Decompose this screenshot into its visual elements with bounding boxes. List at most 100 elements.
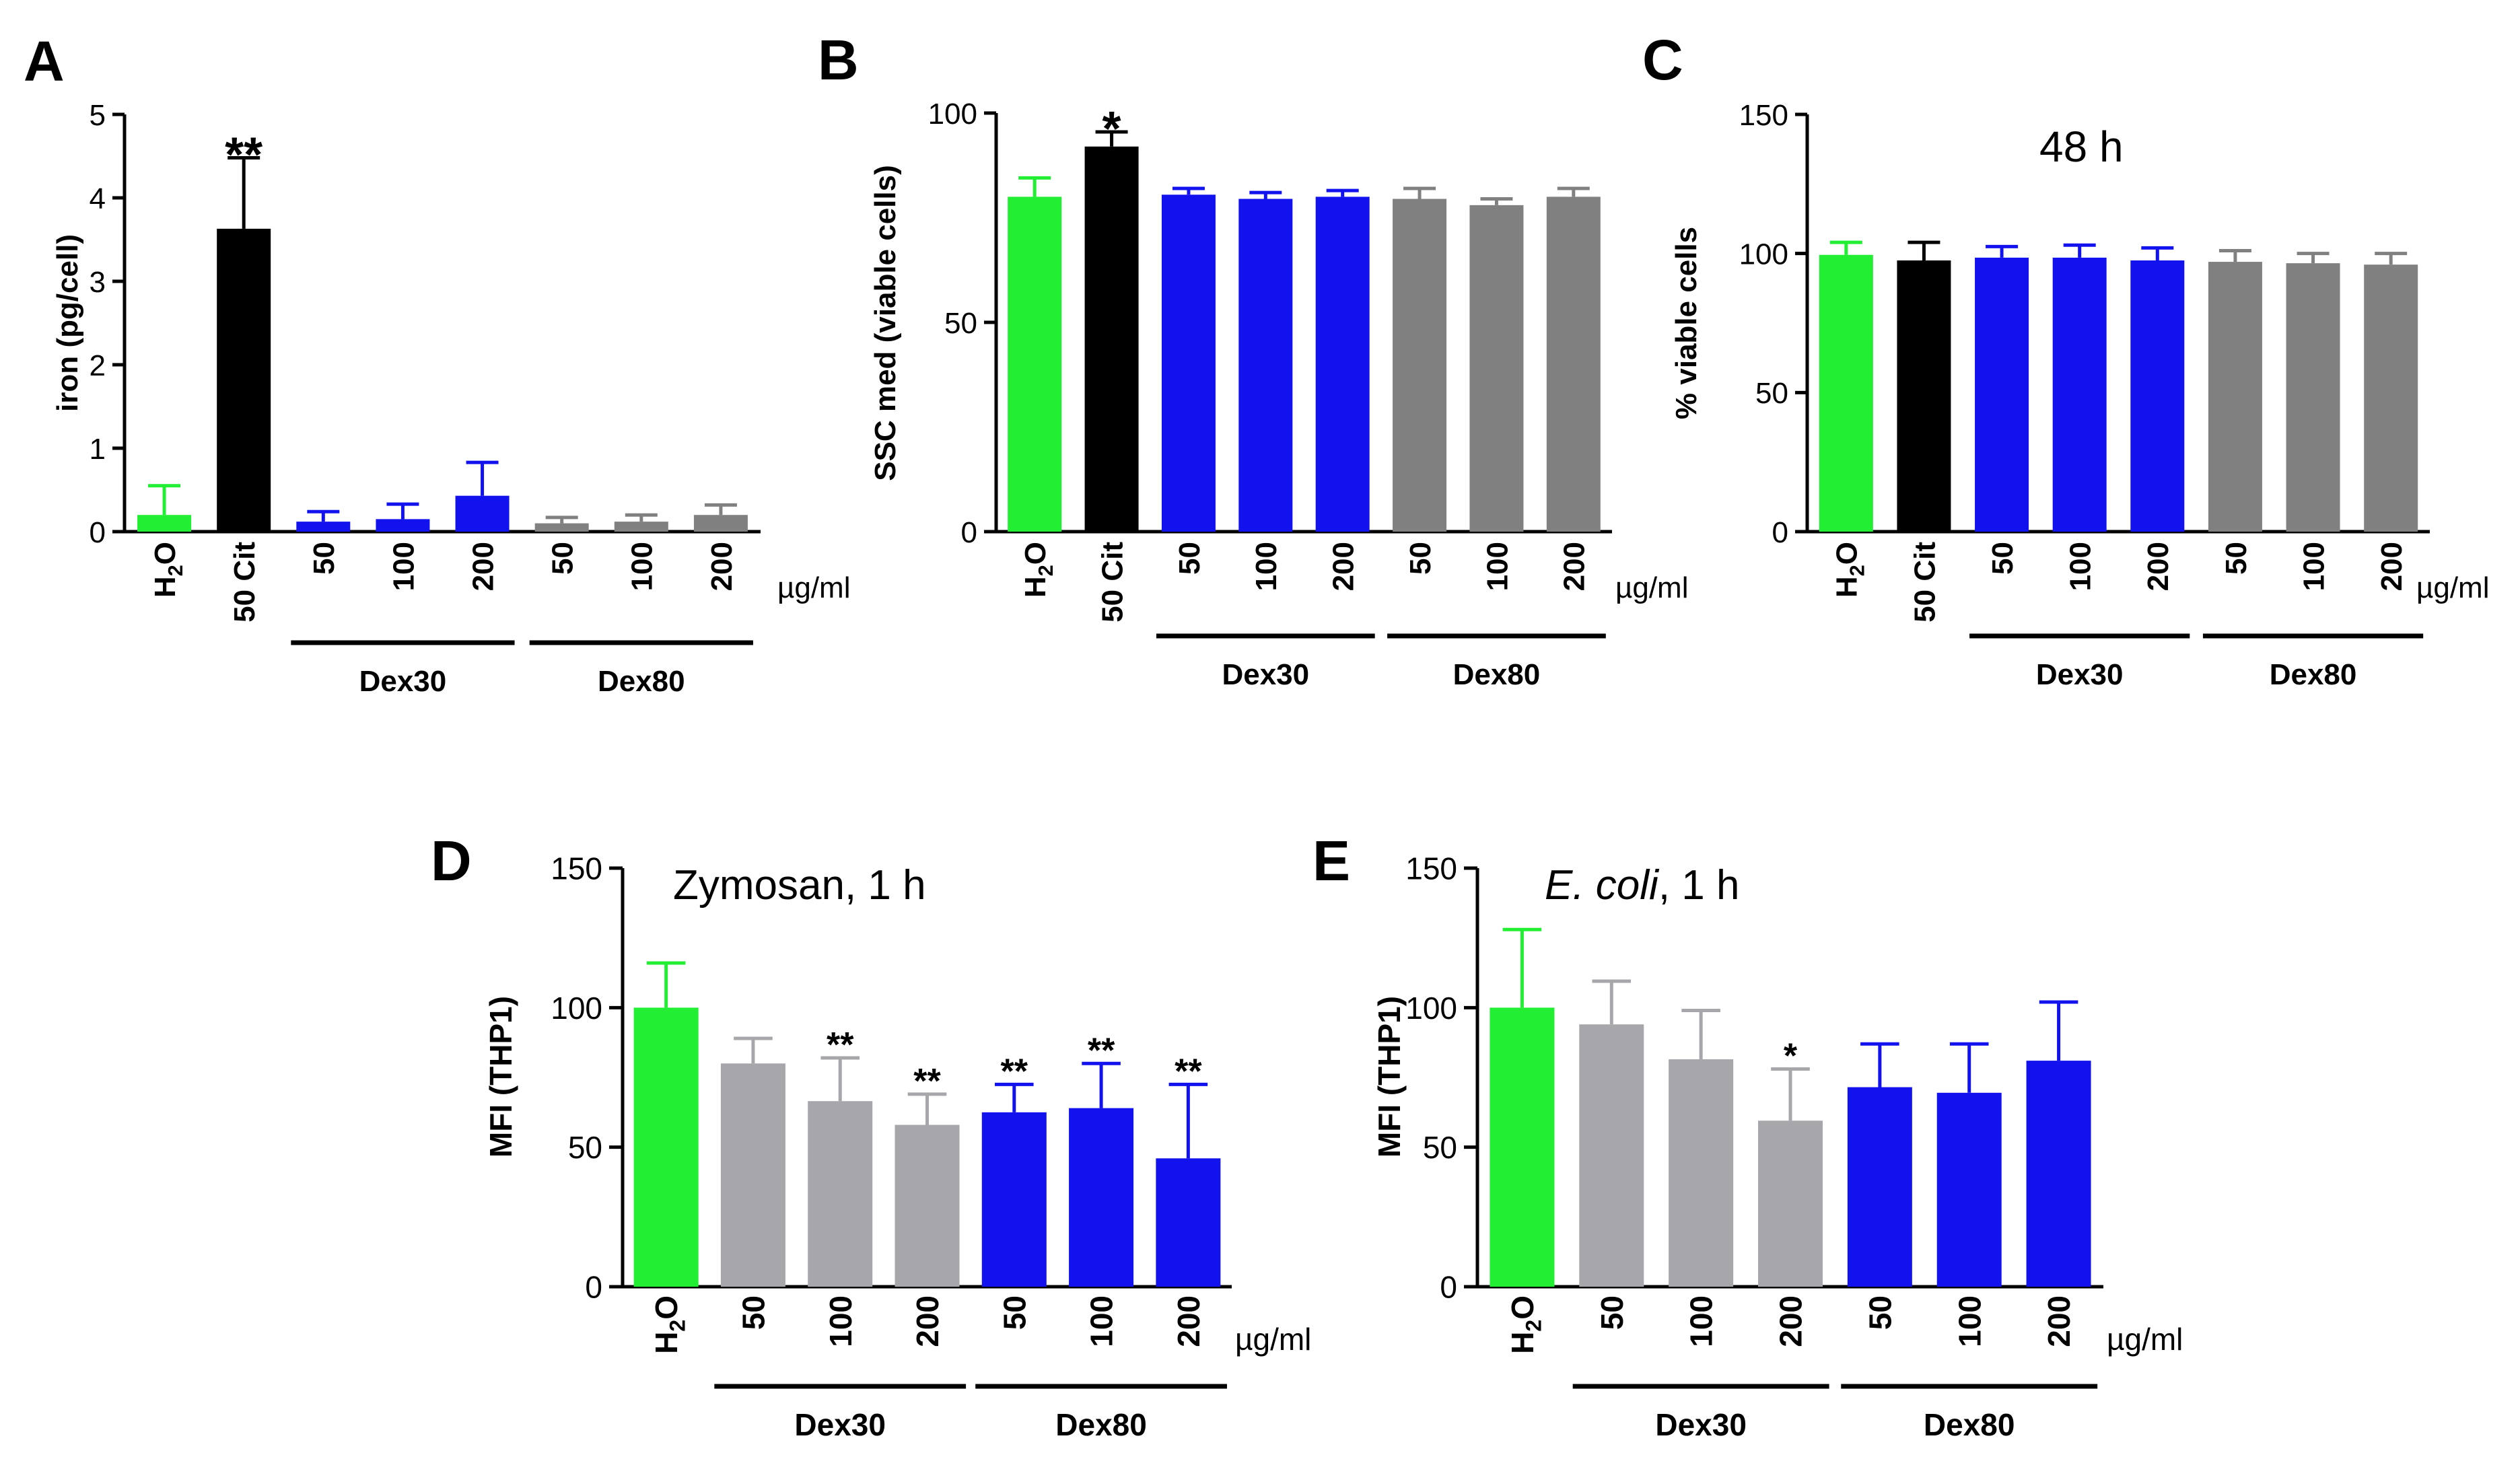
group-label: Dex80 <box>1055 1407 1147 1442</box>
bar <box>1897 260 1951 532</box>
x-tick-label: 100 <box>387 542 420 591</box>
x-tick-label: 50 <box>1595 1295 1630 1330</box>
x-tick-label: 200 <box>910 1295 945 1347</box>
x-tick-label-h: H <box>149 576 182 598</box>
y-tick-label: 0 <box>90 516 106 549</box>
bar <box>1069 1108 1134 1287</box>
x-tick-label: 100 <box>626 542 659 591</box>
group-label: Dex30 <box>1655 1407 1747 1442</box>
y-tick-label: 50 <box>944 307 977 340</box>
bar <box>1847 1087 1912 1287</box>
y-axis-label: iron (pg/cell) <box>51 234 84 412</box>
x-tick-label: 100 <box>823 1295 858 1347</box>
group-label: Dex30 <box>359 665 447 698</box>
chart-title: Zymosan, 1 h <box>673 862 926 909</box>
x-tick-label: 100 <box>1084 1295 1119 1347</box>
bar <box>1490 1007 1555 1287</box>
x-tick-label-sub: 2 <box>1846 565 1869 576</box>
x-tick-label: 200 <box>1774 1295 1809 1347</box>
bar <box>1936 1092 2002 1287</box>
bar <box>455 495 510 532</box>
x-tick-label: 200 <box>1327 542 1360 591</box>
y-tick-label: 0 <box>1772 516 1788 549</box>
x-tick-label: 50 Cit <box>1096 542 1129 622</box>
bar <box>1579 1024 1644 1287</box>
x-tick-label-h: H <box>1019 576 1052 598</box>
x-tick-label: H2O <box>1505 1295 1546 1354</box>
x-tick-label: 200 <box>466 542 499 591</box>
significance-mark: ** <box>1001 1052 1028 1091</box>
group-label: Dex30 <box>794 1407 886 1442</box>
bar <box>534 523 589 532</box>
x-tick-label: 50 <box>547 542 580 575</box>
x-tick-label: H2O <box>1831 542 1869 598</box>
x-tick-label: 100 <box>1481 542 1514 591</box>
bar <box>1238 199 1293 532</box>
x-tick-label: 50 <box>308 542 341 575</box>
bar <box>1008 197 1062 532</box>
x-tick-label-sub: 2 <box>666 1320 690 1332</box>
bar <box>2052 257 2107 532</box>
bar <box>720 1063 785 1287</box>
bar <box>633 1007 699 1287</box>
panel-label: C <box>1642 28 1683 92</box>
group-label: Dex30 <box>2036 658 2124 691</box>
y-tick-label: 0 <box>1440 1270 1457 1305</box>
x-tick-label-h: H <box>1505 1332 1540 1354</box>
y-axis-label: MFI (THP1) <box>1372 996 1407 1158</box>
bar <box>376 519 430 532</box>
y-tick-label: 50 <box>568 1130 602 1165</box>
bar <box>2130 260 2185 532</box>
group-label: Dex80 <box>1924 1407 2015 1442</box>
group-label: Dex80 <box>2270 658 2357 691</box>
x-tick-label: 200 <box>1171 1295 1206 1347</box>
panel-d: D Zymosan, 1 h 0 50 100 150 MFI (THP1) ** ** ** **… <box>431 829 1311 1442</box>
bar <box>1156 1158 1221 1287</box>
bar <box>2208 262 2262 532</box>
chart-title: 48 h <box>2039 122 2124 171</box>
bar <box>614 522 668 532</box>
y-tick-label: 100 <box>1739 238 1788 271</box>
bar <box>217 228 271 532</box>
y-tick-label: 4 <box>90 182 106 215</box>
bar <box>2026 1061 2091 1287</box>
bar <box>1758 1120 1823 1287</box>
x-tick-label-o: O <box>149 542 182 565</box>
x-tick-label: 50 Cit <box>1908 542 1941 622</box>
panel-label: A <box>24 30 65 93</box>
x-tick-label-o: O <box>649 1295 684 1320</box>
bar <box>693 515 748 532</box>
bar <box>1393 199 1447 532</box>
significance-mark: * <box>1102 102 1121 156</box>
x-tick-label: H2O <box>649 1295 690 1354</box>
bar <box>1819 254 1873 532</box>
unit-label: µg/ml <box>1235 1322 1311 1357</box>
bar <box>808 1101 873 1287</box>
x-tick-label: 50 <box>997 1295 1032 1330</box>
x-tick-label-h: H <box>649 1332 684 1354</box>
y-tick-label: 150 <box>551 851 602 886</box>
x-tick-label-h: H <box>1831 576 1864 598</box>
y-tick-label: 3 <box>90 266 106 299</box>
y-axis-label: SSC med (viable cells) <box>869 165 902 481</box>
y-tick-label: 150 <box>1405 851 1457 886</box>
x-tick-label-sub: 2 <box>1034 565 1057 576</box>
x-tick-label: 100 <box>1952 1295 1987 1347</box>
x-tick-label: 50 <box>1862 1295 1897 1330</box>
significance-mark: ** <box>225 128 262 182</box>
chart-title-rest: , 1 h <box>1658 862 1740 909</box>
bar <box>137 515 192 532</box>
x-tick-label: 100 <box>1250 542 1283 591</box>
panel-c: C 48 h 0 50 100 150 % viable cells H2O 50 Cit 50 1… <box>1642 28 2489 691</box>
x-tick-label-sub: 2 <box>1521 1320 1545 1332</box>
group-label: Dex80 <box>598 665 685 698</box>
bar <box>296 522 351 532</box>
x-tick-label: 200 <box>2375 542 2408 591</box>
x-tick-label: 50 <box>1986 542 2019 575</box>
significance-mark: ** <box>1088 1031 1115 1070</box>
y-tick-label: 1 <box>90 433 106 466</box>
x-tick-label: 100 <box>2064 542 2097 591</box>
significance-mark: ** <box>1175 1052 1202 1091</box>
x-tick-label: 50 <box>736 1295 771 1330</box>
